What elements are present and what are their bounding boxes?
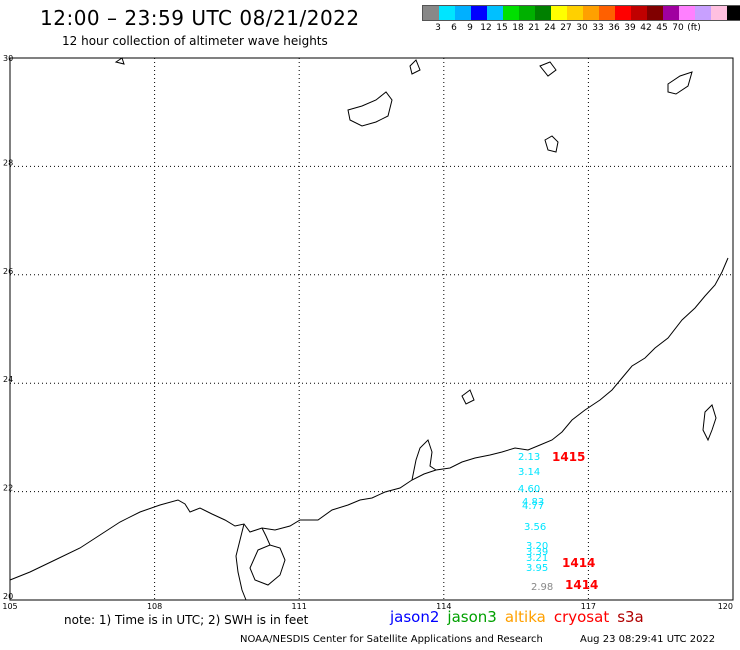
generation-timestamp: Aug 23 08:29:41 UTC 2022 (580, 634, 716, 645)
coastline-vietnam (235, 523, 247, 601)
taiwan-island (702, 404, 717, 442)
color-swatch (503, 6, 519, 20)
wave-height-value: 3.95 (526, 563, 548, 574)
color-scale-label: 6 (451, 23, 457, 33)
color-swatch (471, 6, 487, 20)
color-scale-label: 24 (544, 23, 556, 33)
satellite-legend-item: cryosat (553, 608, 610, 626)
color-swatch (423, 6, 439, 20)
color-swatch (647, 6, 663, 20)
credit-line: NOAA/NESDIS Center for Satellite Applica… (240, 634, 543, 645)
color-swatch (535, 6, 551, 20)
map-title: 12:00 – 23:59 UTC 08/21/2022 (40, 6, 360, 30)
color-scale-label: 30 (576, 23, 588, 33)
latitude-label: 30 (3, 54, 13, 63)
pearl-river-delta (411, 439, 437, 481)
footnote: note: 1) Time is in UTC; 2) SWH is in fe… (64, 613, 309, 627)
inland-water-5 (667, 71, 693, 95)
color-scale-legend: 3 6 9 12 15 18 21 24 27 30 33 36 39 42 45 70 (ft) (422, 5, 740, 35)
color-swatch (695, 6, 711, 20)
color-swatch (567, 6, 583, 20)
latitude-label: 22 (3, 484, 13, 493)
wave-height-value: 3.39 (526, 547, 548, 558)
longitude-label: 114 (436, 602, 451, 611)
wave-height-value: 1415 (552, 450, 585, 464)
color-swatch (551, 6, 567, 20)
color-scale-label: 12 (480, 23, 492, 33)
color-scale-label: 36 (608, 23, 620, 33)
color-scale-label: 45 (656, 23, 668, 33)
wave-height-value: 4.77 (522, 501, 544, 512)
latitude-label: 28 (3, 158, 13, 167)
altimeter-observations: 2.13 3.14 4.60 4.834.77 3.56 3.203.393.213.95… (518, 450, 598, 593)
wave-height-value: 2.13 (518, 452, 540, 463)
color-scale-label: 15 (496, 23, 508, 33)
map-frame (9, 57, 734, 601)
inland-water-3 (409, 59, 421, 75)
inland-water-1 (347, 91, 393, 127)
inland-water-6 (461, 389, 475, 405)
satellite-legend-item: jason3 (447, 608, 497, 626)
color-swatch (663, 6, 679, 20)
latitude-label: 26 (3, 267, 13, 276)
wave-height-value: 3.56 (524, 522, 546, 533)
color-scale-label: 9 (467, 23, 473, 33)
wave-height-value: 1414 (562, 556, 595, 570)
color-scale-swatches (422, 5, 740, 21)
color-swatch (679, 6, 695, 20)
color-scale-label: 39 (624, 23, 636, 33)
longitude-label: 117 (581, 602, 596, 611)
satellite-legend-item: s3a (617, 608, 644, 626)
color-swatch (711, 6, 727, 20)
color-scale-label: 21 (528, 23, 540, 33)
satellite-legend-item: altika (504, 608, 546, 626)
wave-height-value: 4.83 (522, 497, 544, 508)
color-scale-label: 33 (592, 23, 604, 33)
longitude-label: 108 (147, 602, 162, 611)
map-subtitle: 12 hour collection of altimeter wave hei… (62, 34, 328, 48)
color-swatch (599, 6, 615, 20)
lat-lon-grid (10, 58, 733, 600)
longitude-label: 120 (718, 602, 733, 611)
wave-height-value: 1414 (565, 578, 598, 592)
latitude-label: 20 (3, 592, 13, 601)
inland-water-7 (114, 57, 125, 65)
longitude-label: 111 (292, 602, 307, 611)
color-scale-label: 27 (560, 23, 572, 33)
color-swatch (631, 6, 647, 20)
color-swatch (439, 6, 455, 20)
color-swatch (487, 6, 503, 20)
color-swatch (519, 6, 535, 20)
color-scale-label: (ft) (687, 23, 701, 33)
color-scale-label: 18 (512, 23, 524, 33)
inland-water-4 (539, 61, 557, 77)
coastline-mainland (9, 257, 729, 581)
wave-height-value: 2.98 (531, 582, 553, 593)
color-swatch (455, 6, 471, 20)
latitude-label: 24 (3, 375, 13, 384)
longitude-label: 105 (2, 602, 17, 611)
hainan-island (249, 544, 286, 586)
wave-height-value: 3.21 (526, 553, 548, 564)
color-swatch (727, 6, 740, 20)
color-scale-label: 42 (640, 23, 652, 33)
wave-height-value: 4.60 (518, 484, 540, 495)
leizhou-peninsula (261, 527, 271, 546)
color-swatch (583, 6, 599, 20)
wave-height-value: 3.20 (526, 541, 548, 552)
inland-water-2 (544, 135, 559, 153)
satellite-legend: jason2 jason3 altika cryosat s3a (390, 608, 652, 626)
color-scale-label: 70 (672, 23, 684, 33)
color-scale-labels: 3 6 9 12 15 18 21 24 27 30 33 36 39 42 45 70 (ft) (422, 23, 740, 35)
satellite-legend-item: jason2 (390, 608, 440, 626)
color-swatch (615, 6, 631, 20)
wave-height-value: 3.14 (518, 467, 540, 478)
color-scale-label: 3 (435, 23, 441, 33)
